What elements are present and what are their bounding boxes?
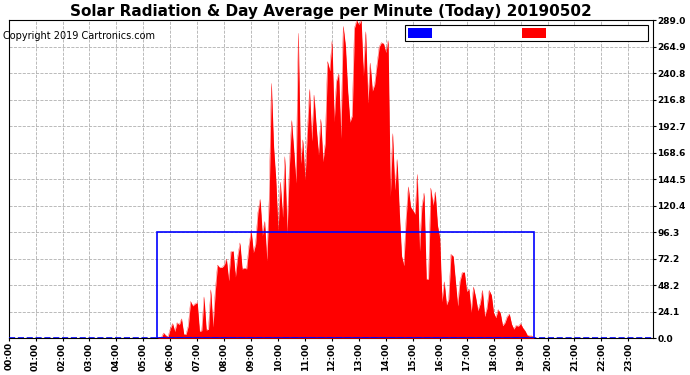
Legend: Median (W/m2), Radiation (W/m2): Median (W/m2), Radiation (W/m2) (405, 25, 648, 41)
Text: Copyright 2019 Cartronics.com: Copyright 2019 Cartronics.com (3, 32, 155, 41)
Title: Solar Radiation & Day Average per Minute (Today) 20190502: Solar Radiation & Day Average per Minute… (70, 4, 592, 19)
Bar (157, 232, 534, 338)
